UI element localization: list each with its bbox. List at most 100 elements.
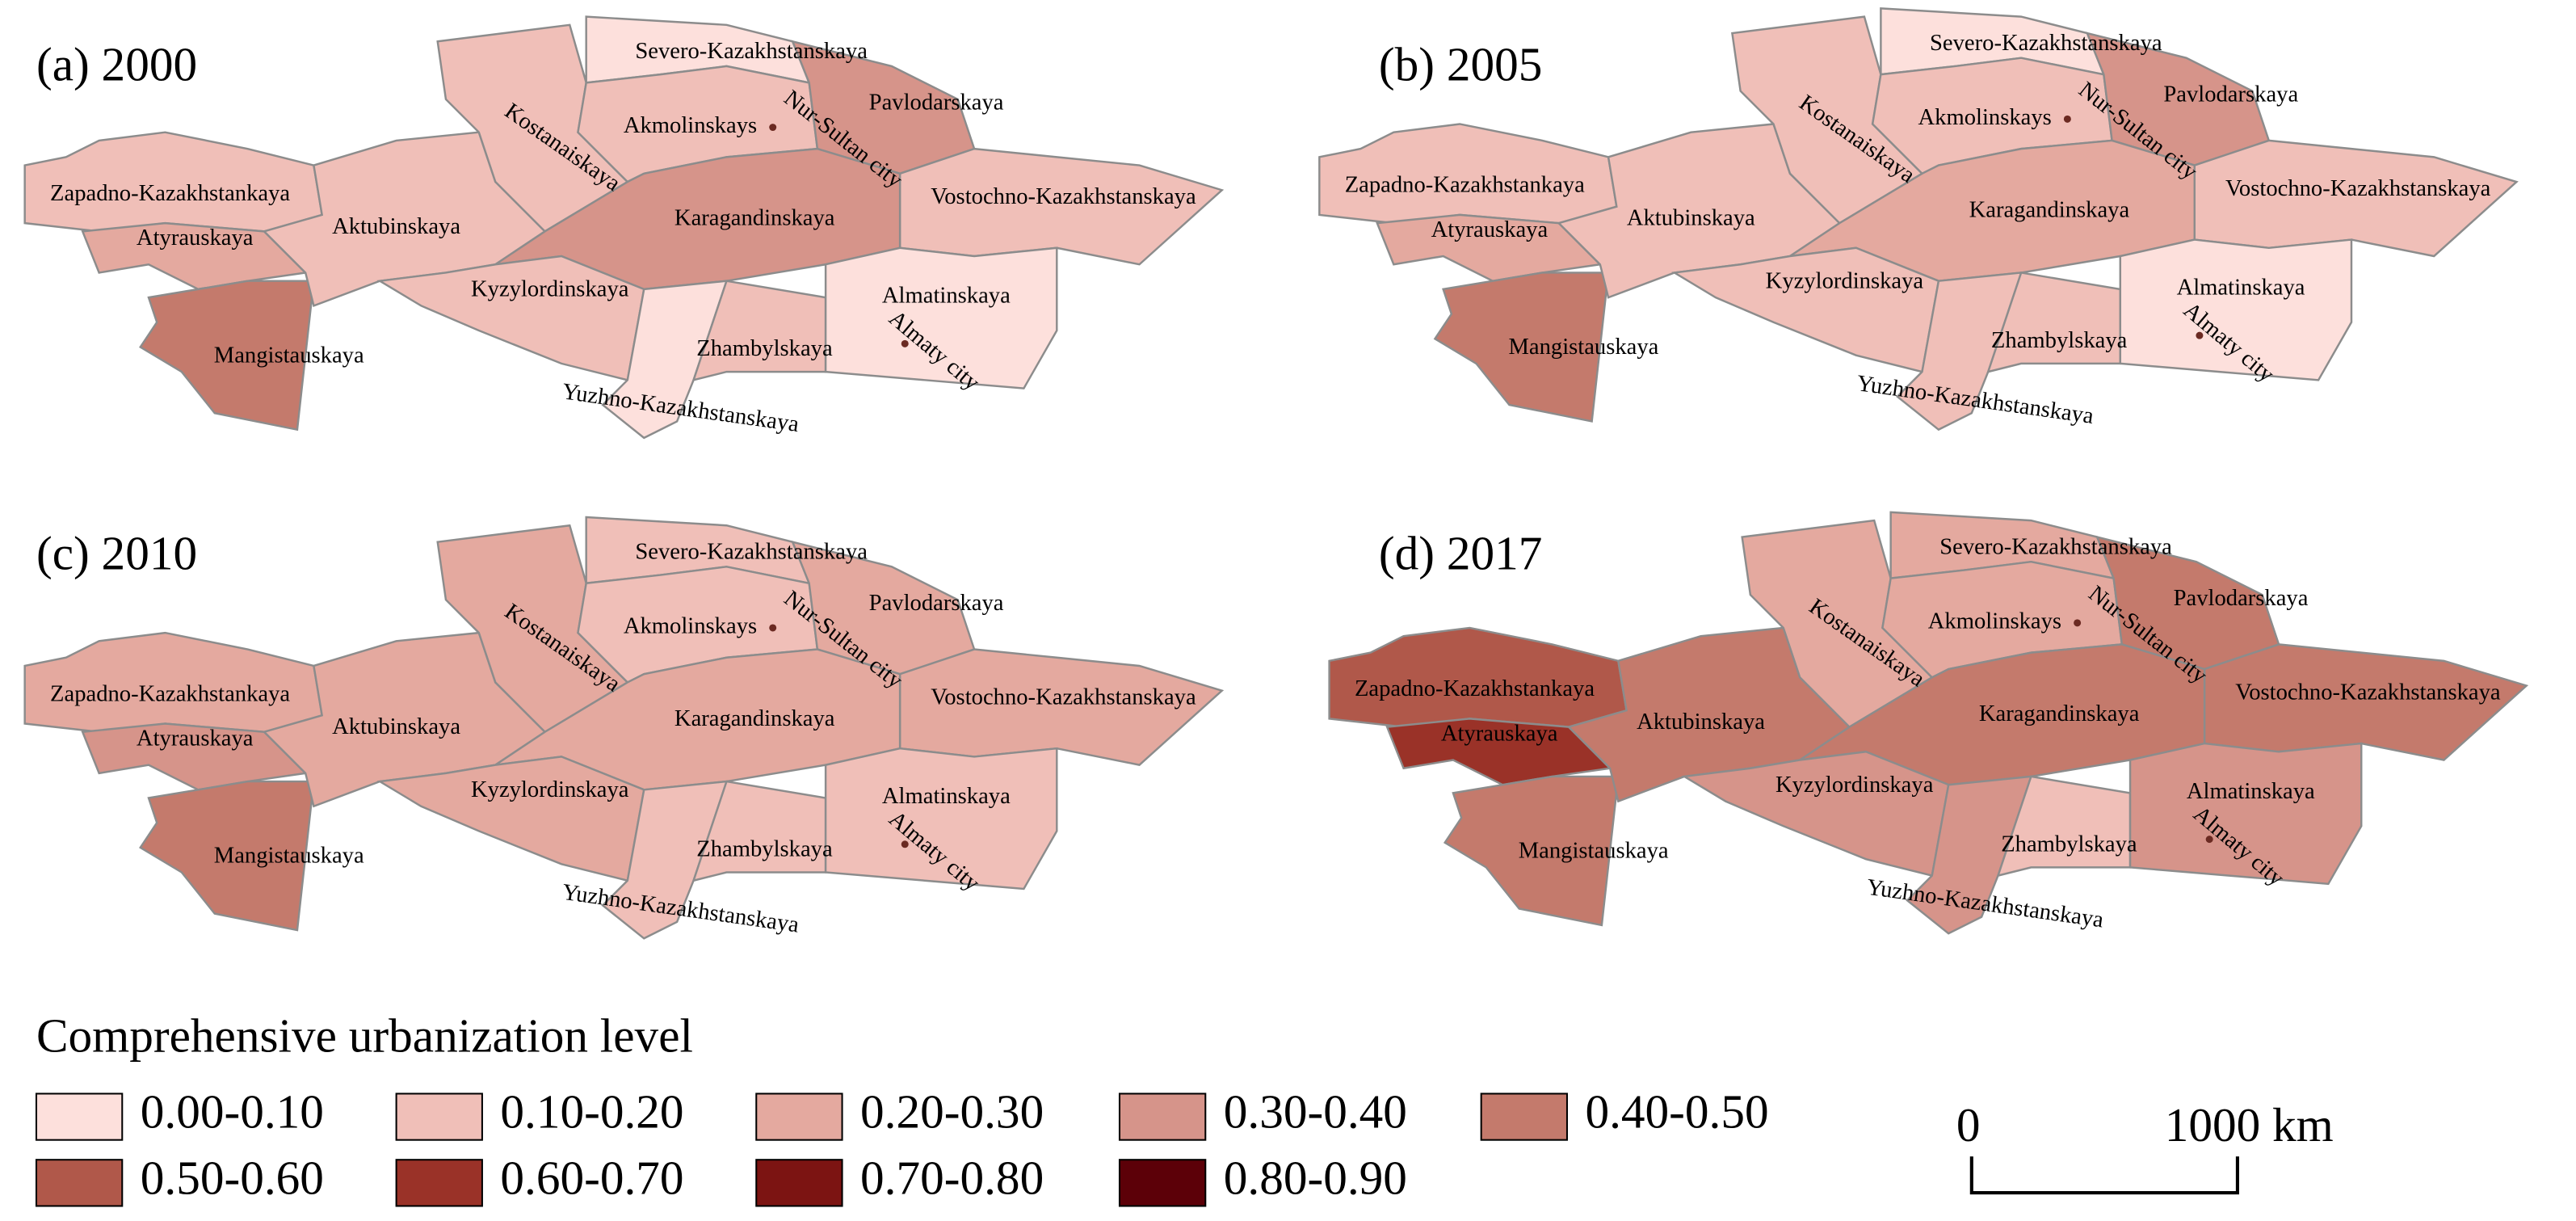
region-label: Karagandinskaya xyxy=(674,206,835,231)
region-label: Aktubinskaya xyxy=(332,714,460,739)
region xyxy=(691,280,827,382)
region-label: Almatinskaya xyxy=(2187,779,2315,804)
legend-label: 0.50-0.60 xyxy=(141,1151,324,1204)
region-label: Atyrauskaya xyxy=(137,225,254,251)
region-label: Vostochno-Kazakhstanskaya xyxy=(2225,176,2491,201)
region-label: Aktubinskaya xyxy=(1637,709,1765,735)
legend-swatch xyxy=(395,1159,483,1207)
region-label: Aktubinskaya xyxy=(332,214,460,239)
city-dot xyxy=(2074,619,2082,627)
region-label: Severo-Kazakhstanskaya xyxy=(635,540,868,565)
region-label: Aktubinskaya xyxy=(1627,206,1755,231)
region-label: Zhambylskaya xyxy=(1991,328,2128,353)
region xyxy=(1986,272,2122,373)
region-label: Mangistauskaya xyxy=(1519,839,1669,864)
region-label: Pavlodarskaya xyxy=(2174,586,2309,611)
city-dot xyxy=(2196,331,2204,339)
scale-bar: 0 1000 km xyxy=(1956,1098,2334,1195)
region-label: Almatinskaya xyxy=(2177,275,2305,300)
region-label: Severo-Kazakhstanskaya xyxy=(1939,534,2172,559)
legend-label: 0.80-0.90 xyxy=(1224,1151,1407,1204)
region-label: Atyrauskaya xyxy=(137,726,254,752)
region-label: Akmolinskays xyxy=(624,614,757,639)
region-label: Atyrauskaya xyxy=(1441,721,1558,746)
legend-label: 0.30-0.40 xyxy=(1224,1085,1407,1139)
region xyxy=(824,747,1058,890)
legend-title: Comprehensive urbanization level xyxy=(36,1009,693,1063)
region xyxy=(2119,238,2353,381)
panel-title: (a) 2000 xyxy=(36,38,197,91)
panel-title: (b) 2005 xyxy=(1379,38,1542,91)
legend-swatch xyxy=(395,1093,483,1141)
region-label: Mangistauskaya xyxy=(214,844,364,869)
region-label: Akmolinskays xyxy=(1918,105,2052,130)
region-label: Kyzylordinskaya xyxy=(471,277,629,302)
region-label: Karagandinskaya xyxy=(1969,197,2130,222)
legend-label: 0.70-0.80 xyxy=(860,1151,1044,1204)
legend-swatch xyxy=(35,1159,124,1207)
region-label: Almatinskaya xyxy=(882,784,1011,809)
region xyxy=(1443,775,1620,927)
region-label: Atyrauskaya xyxy=(1431,217,1549,242)
region xyxy=(824,246,1058,389)
region-label: Severo-Kazakhstanskaya xyxy=(1930,31,2162,56)
legend-swatch xyxy=(755,1159,843,1207)
legend-swatch xyxy=(35,1093,124,1141)
legend-label: 0.00-0.10 xyxy=(141,1085,324,1139)
region xyxy=(2128,742,2363,886)
region-label: Zhambylskaya xyxy=(696,836,833,861)
legend-swatch xyxy=(1480,1093,1568,1141)
region xyxy=(1433,272,1610,423)
city-dot xyxy=(769,624,777,632)
scale-line xyxy=(1969,1156,2239,1195)
region xyxy=(139,280,315,432)
legend-swatch xyxy=(1118,1093,1207,1141)
region-label: Akmolinskays xyxy=(1928,608,2061,634)
legend-swatch xyxy=(755,1093,843,1141)
legend-label: 0.10-0.20 xyxy=(500,1085,683,1139)
region-label: Vostochno-Kazakhstanskaya xyxy=(931,684,1196,709)
city-dot xyxy=(901,339,909,347)
scale-start: 0 xyxy=(1956,1098,1981,1152)
region xyxy=(691,780,827,882)
region-label: Mangistauskaya xyxy=(214,343,364,368)
panel-title: (d) 2017 xyxy=(1379,527,1542,580)
region-label: Vostochno-Kazakhstanskaya xyxy=(2235,680,2501,705)
region-label: Kyzylordinskaya xyxy=(471,777,629,802)
region-label: Zapadno-Kazakhstankaya xyxy=(1345,173,1585,198)
region-label: Akmolinskays xyxy=(624,113,757,138)
legend-label: 0.60-0.70 xyxy=(500,1151,683,1204)
region-label: Zapadno-Kazakhstankaya xyxy=(50,181,290,206)
legend-label: 0.40-0.50 xyxy=(1585,1085,1768,1139)
city-dot xyxy=(2205,836,2213,844)
region-label: Karagandinskaya xyxy=(1979,701,2140,726)
region-label: Almatinskaya xyxy=(882,284,1011,309)
panel-title: (c) 2010 xyxy=(36,527,197,580)
legend-label: 0.20-0.30 xyxy=(860,1085,1044,1139)
city-dot xyxy=(2063,115,2071,123)
region-label: Vostochno-Kazakhstanskaya xyxy=(931,184,1196,209)
region xyxy=(139,780,315,932)
region-label: Zhambylskaya xyxy=(2001,832,2137,857)
legend-swatch xyxy=(1118,1159,1207,1207)
region-label: Pavlodarskaya xyxy=(2163,82,2298,107)
region xyxy=(1996,775,2132,878)
region-label: Pavlodarskaya xyxy=(869,91,1004,116)
region-label: Zhambylskaya xyxy=(696,336,833,361)
region-label: Mangistauskaya xyxy=(1508,335,1658,360)
city-dot xyxy=(769,124,777,132)
region-label: Zapadno-Kazakhstankaya xyxy=(1355,676,1595,701)
scale-end: 1000 km xyxy=(2165,1098,2334,1152)
city-dot xyxy=(901,840,909,848)
region-label: Pavlodarskaya xyxy=(869,591,1004,616)
legend: Comprehensive urbanization level 0.00-0.1… xyxy=(35,1009,1769,1207)
region-label: Kyzylordinskaya xyxy=(1775,773,1934,798)
region-label: Karagandinskaya xyxy=(674,706,835,731)
region-label: Kyzylordinskaya xyxy=(1766,268,1924,293)
region-label: Zapadno-Kazakhstankaya xyxy=(50,681,290,706)
